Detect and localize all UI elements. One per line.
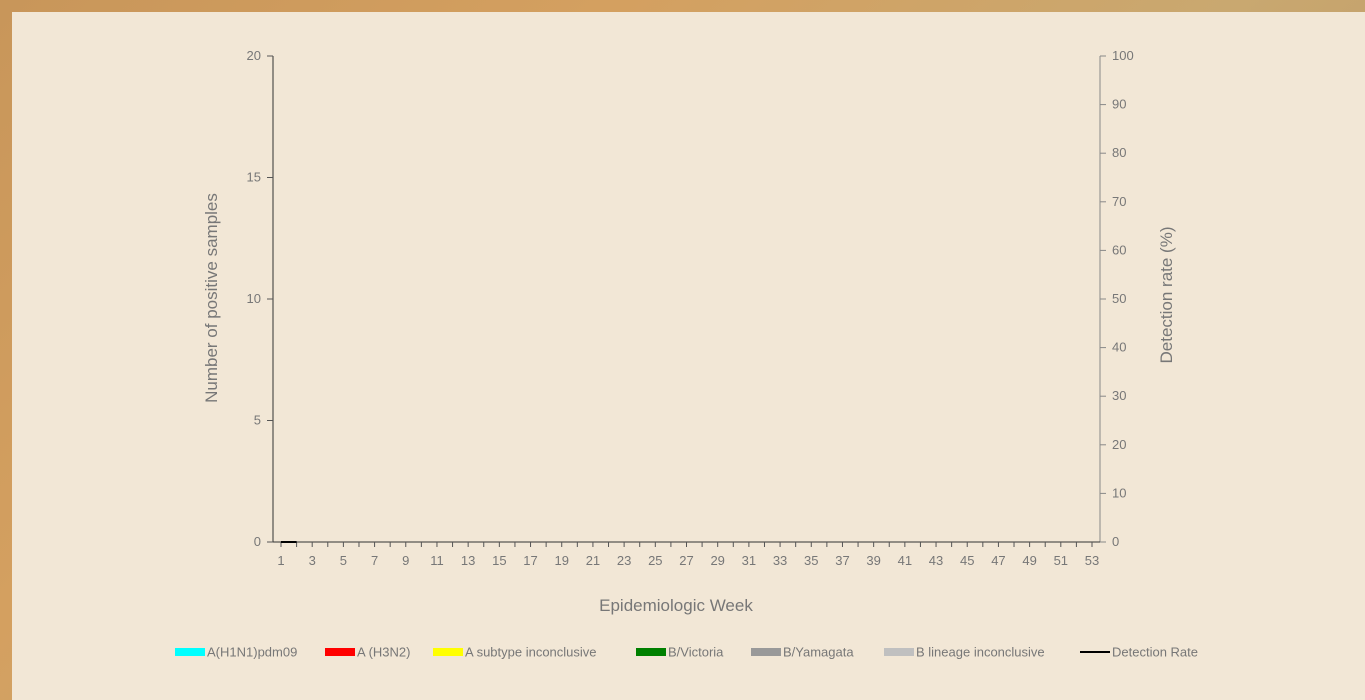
y-tick-label-left: 5 — [254, 413, 261, 428]
legend-label: A (H3N2) — [357, 645, 410, 660]
legend-label: B lineage inconclusive — [916, 645, 1045, 660]
y-tick-label-left: 10 — [247, 291, 261, 306]
x-tick-label: 51 — [1054, 553, 1068, 568]
legend-label: Detection Rate — [1112, 645, 1198, 660]
x-tick-label: 37 — [835, 553, 849, 568]
chart-panel: 0 5 10 15 20 0 10 20 30 40 50 60 70 80 90 100 1 3 5 7 9 11 13 1… — [12, 12, 1365, 700]
legend-swatch — [175, 648, 205, 656]
y-tick-label-right: 100 — [1112, 48, 1134, 63]
x-tick-label: 23 — [617, 553, 631, 568]
x-tick-label: 19 — [554, 553, 568, 568]
x-tick-label: 5 — [340, 553, 347, 568]
x-tick-label: 25 — [648, 553, 662, 568]
x-axis-title: Epidemiologic Week — [599, 596, 753, 615]
legend-swatch — [433, 648, 463, 656]
x-tick-label: 17 — [523, 553, 537, 568]
legend-label: B/Victoria — [668, 645, 724, 660]
y-tick-label-right: 0 — [1112, 534, 1119, 549]
legend-swatch — [884, 648, 914, 656]
y-tick-label-right: 10 — [1112, 485, 1126, 500]
y-tick-label-right: 40 — [1112, 340, 1126, 355]
x-tick-label: 41 — [898, 553, 912, 568]
y-tick-label-right: 90 — [1112, 97, 1126, 112]
y-tick-label-right: 30 — [1112, 388, 1126, 403]
x-tick-label: 43 — [929, 553, 943, 568]
y-tick-label-right: 60 — [1112, 242, 1126, 257]
x-tick-label: 21 — [586, 553, 600, 568]
legend: A(H1N1)pdm09 A (H3N2) A subtype inconclusi… — [175, 645, 1198, 660]
x-tick-label: 11 — [430, 553, 444, 568]
x-tick-label: 33 — [773, 553, 787, 568]
x-tick-label: 1 — [277, 553, 284, 568]
y-tick-label-right: 50 — [1112, 291, 1126, 306]
legend-swatch — [751, 648, 781, 656]
legend-label: B/Yamagata — [783, 645, 854, 660]
x-tick-label: 3 — [309, 553, 316, 568]
y-tick-label-right: 80 — [1112, 145, 1126, 160]
x-tick-label: 45 — [960, 553, 974, 568]
y-tick-label-right: 20 — [1112, 437, 1126, 452]
x-tick-label: 53 — [1085, 553, 1099, 568]
x-tick-label: 49 — [1022, 553, 1036, 568]
x-tick-label: 39 — [866, 553, 880, 568]
x-tick-label: 31 — [742, 553, 756, 568]
x-tick-label: 29 — [710, 553, 724, 568]
x-tick-label: 47 — [991, 553, 1005, 568]
y-tick-label-right: 70 — [1112, 194, 1126, 209]
x-tick-label: 9 — [402, 553, 409, 568]
y-axis-title-right: Detection rate (%) — [1157, 227, 1176, 364]
y-tick-label-left: 15 — [247, 170, 261, 185]
legend-swatch — [325, 648, 355, 656]
x-tick-label: 35 — [804, 553, 818, 568]
x-tick-label: 15 — [492, 553, 506, 568]
y-tick-label-left: 0 — [254, 534, 261, 549]
x-tick-label: 7 — [371, 553, 378, 568]
y-tick-label-left: 20 — [247, 48, 261, 63]
legend-swatch — [636, 648, 666, 656]
legend-label: A subtype inconclusive — [465, 645, 597, 660]
x-tick-label: 27 — [679, 553, 693, 568]
y-axis-title-left: Number of positive samples — [202, 193, 221, 403]
legend-label: A(H1N1)pdm09 — [207, 645, 297, 660]
x-tick-label: 13 — [461, 553, 475, 568]
